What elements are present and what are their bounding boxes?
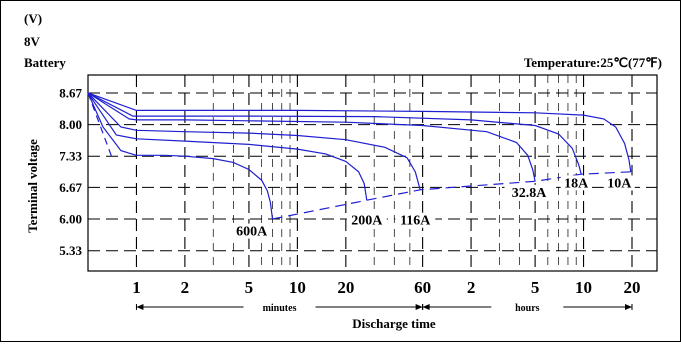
grid (88, 75, 657, 271)
unit-label: (V) (24, 11, 42, 26)
series-label-bg (231, 223, 272, 239)
series-labels: 600A 200A 116A 32.8A 18A 10A (231, 175, 635, 240)
series-label: 10A (607, 176, 632, 191)
x-tick-label: 2 (181, 278, 190, 297)
series-label: 18A (564, 176, 589, 191)
range-label-hours: hours (515, 303, 540, 314)
y-tick-label: 8.67 (59, 85, 82, 100)
range-label-minutes: minutes (263, 303, 297, 314)
x-tick-label: 5 (531, 278, 540, 297)
range-arrow-right (625, 304, 632, 310)
series-lines (87, 92, 632, 220)
time-range-brackets: minutes hours (135, 303, 633, 314)
x-tick-label: 60 (414, 278, 431, 297)
cutoff-voltage-line (272, 171, 631, 220)
x-tick-label: 20 (624, 278, 641, 297)
series-label-bg (504, 184, 554, 200)
y-tick-label: 6.00 (59, 212, 82, 227)
y-axis-title: Terminal voltage (25, 139, 40, 233)
series-label: 200A (351, 214, 383, 229)
x-tick-label: 5 (245, 278, 254, 297)
series-label-bg (346, 212, 387, 228)
range-arrow-left (422, 304, 430, 310)
x-tick-label: 20 (337, 278, 354, 297)
battery-voltage-label: 8V (24, 34, 41, 49)
series-line-116A (87, 92, 421, 190)
y-tick-label: 5.33 (59, 243, 82, 258)
series-line-600A (87, 92, 274, 220)
battery-word-label: Battery (24, 55, 66, 70)
plot-frame (87, 74, 658, 272)
series-label: 600A (236, 225, 268, 240)
y-tick-label: 6.67 (59, 180, 82, 195)
x-tick-label: 10 (575, 278, 592, 297)
x-tick-label: 10 (289, 278, 306, 297)
range-arrow-left (136, 304, 144, 310)
series-label: 116A (400, 214, 431, 229)
y-tick-label: 8.00 (59, 117, 82, 132)
x-tick-labels: 1 2 5 10 20 60 2 5 10 20 (132, 278, 640, 297)
x-axis-title: Discharge time (352, 316, 436, 331)
series-label-bg (560, 175, 592, 191)
series-label-bg (603, 175, 635, 191)
temperature-label: Temperature:25℃(77℉) (524, 55, 662, 70)
series-line-10A (87, 92, 632, 172)
series-line-18A (87, 92, 582, 175)
series-line-32-8A (87, 92, 536, 182)
x-tick-label: 1 (132, 278, 141, 297)
series-label: 32.8A (512, 186, 548, 201)
x-tick-label: 2 (467, 278, 476, 297)
range-arrow-right (415, 304, 423, 310)
series-line-200A (87, 92, 368, 201)
series-label-bg (395, 212, 436, 228)
y-tick-label: 7.33 (59, 149, 82, 164)
y-tick-labels: 8.67 8.00 7.33 6.67 6.00 5.33 (59, 85, 82, 258)
